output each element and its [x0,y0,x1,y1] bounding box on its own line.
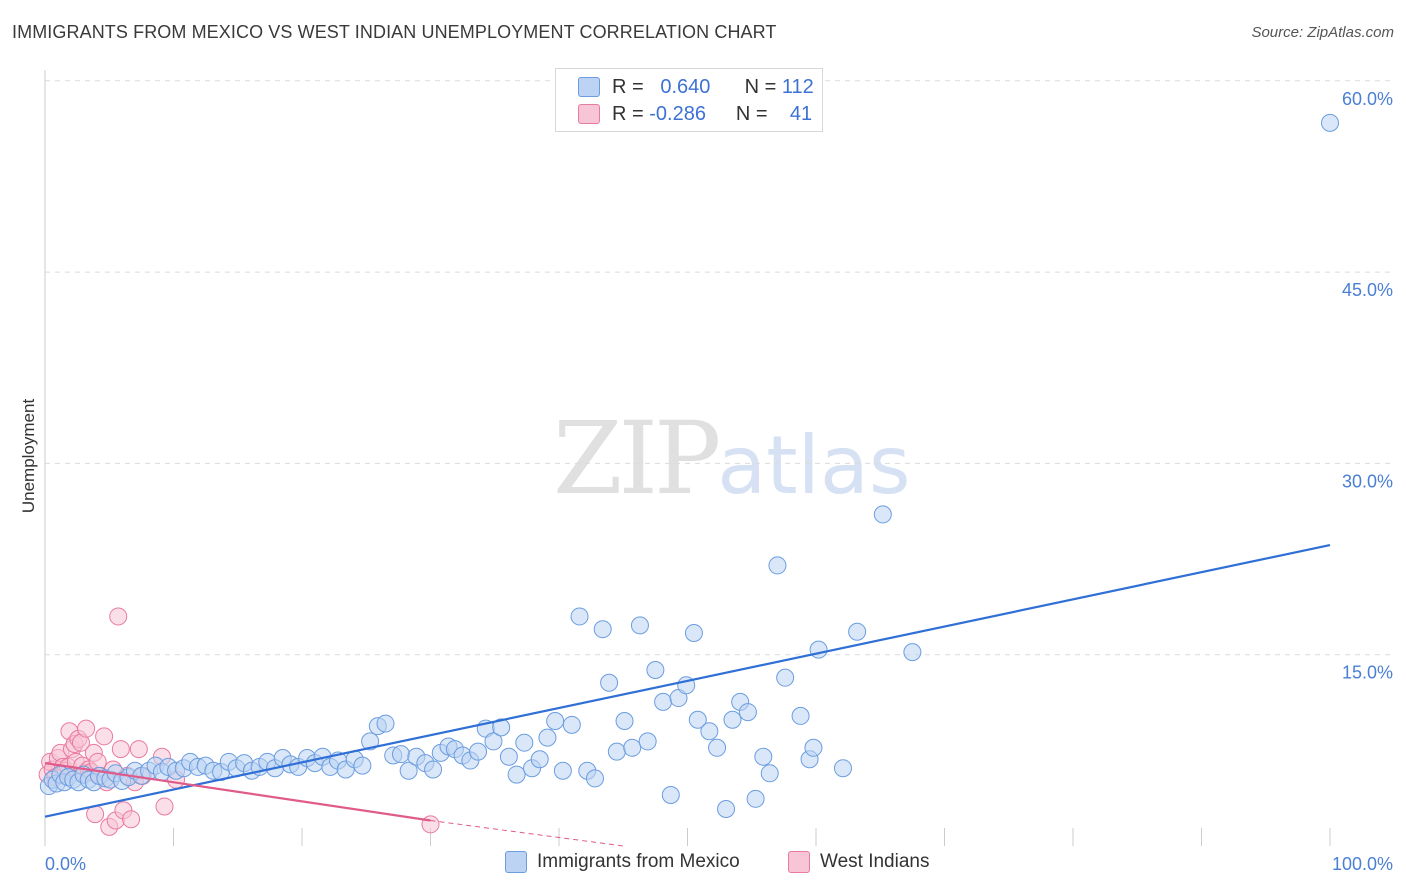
watermark-zip: ZIP [553,400,721,517]
y-tick-label: 30.0% [1342,471,1393,491]
data-point-mexico [700,722,719,741]
data-point-mexico [623,738,642,757]
data-point-mexico [833,759,852,778]
legend-r-label: R = [612,102,644,125]
x-tick-label: 0.0% [45,854,86,874]
chart-source: Source: ZipAtlas.com [1251,24,1394,41]
data-point-mexico [848,622,867,641]
data-point-west-indians [122,810,141,829]
legend-r-value: 0.640 [660,75,711,98]
legend-row-mexico: R = 0.640 N = 112 [578,74,814,100]
data-point-west-indians [95,727,114,746]
bottom-legend-mexico: Immigrants from Mexico [505,851,740,873]
chart-title: IMMIGRANTS FROM MEXICO VS WEST INDIAN UN… [12,22,777,42]
data-point-mexico [538,728,557,747]
data-point-mexico [688,710,707,729]
data-point-mexico [804,738,823,757]
data-point-mexico [585,769,604,788]
bottom-swatch-mexico [505,851,527,873]
data-point-mexico [492,718,511,737]
data-point-mexico [776,668,795,687]
data-point-mexico [661,785,680,804]
legend-r-value: -0.286 [649,102,706,125]
bottom-label-mexico: Immigrants from Mexico [537,851,740,872]
data-point-mexico [723,710,742,729]
data-point-mexico [484,732,503,751]
data-point-mexico [630,616,649,635]
legend-n-label: N = [744,75,777,98]
legend-row-west-indians: R = -0.286 N = 41 [578,101,812,127]
data-point-mexico [760,764,779,783]
legend-swatch-mexico [578,77,600,97]
watermark-atlas: atlas [717,419,911,512]
data-point-mexico [376,714,395,733]
data-point-mexico [600,673,619,692]
data-point-mexico [654,692,673,711]
data-point-mexico [546,712,565,731]
correlation-legend: R = 0.640 N = 112 R = -0.286 N = 41 [555,68,823,132]
y-axis-label: Unemployment [19,399,38,514]
data-point-west-indians [421,815,440,834]
data-point-mexico [746,789,765,808]
data-point-mexico [593,620,612,639]
trendline-mexico [44,543,1331,818]
data-point-mexico [717,800,736,819]
data-point-mexico [424,760,443,779]
data-point-west-indians [111,740,130,759]
data-point-mexico [768,556,787,575]
data-point-mexico [646,661,665,680]
legend-n-label: N = [735,102,768,125]
data-point-mexico [353,756,372,775]
data-point-west-indians [155,797,174,816]
bottom-legend-west-indians: West Indians [788,851,929,873]
data-point-mexico [873,505,892,524]
data-point-mexico [607,742,626,761]
data-point-mexico [469,742,488,761]
data-point-mexico [1321,113,1339,132]
legend-n-value: 41 [789,102,813,125]
x-tick-label: 100.0% [1332,854,1393,874]
data-point-mexico [515,733,534,752]
data-point-mexico [570,607,589,626]
data-point-west-indians [109,607,128,626]
data-point-mexico [809,640,828,659]
data-point-mexico [562,715,581,734]
data-point-mexico [499,747,518,766]
legend-r-label: R = [612,75,644,98]
data-point-mexico [361,732,380,751]
legend-n-value: 112 [781,75,814,98]
data-point-mexico [399,761,418,780]
trendline-west-indians-extension [430,819,624,847]
data-point-west-indians [129,740,148,759]
data-point-mexico [738,703,757,722]
data-point-mexico [553,761,572,780]
y-tick-label: 60.0% [1342,89,1393,109]
data-point-mexico [903,643,922,662]
trendline-west-indians [44,762,431,822]
data-point-mexico [638,732,657,751]
data-point-mexico [684,624,703,643]
data-point-west-indians [77,719,96,738]
bottom-label-west-indians: West Indians [820,851,930,872]
data-point-mexico [754,747,773,766]
data-point-mexico [507,765,526,784]
data-point-mexico [708,738,727,757]
y-tick-label: 45.0% [1342,280,1393,300]
y-tick-label: 15.0% [1342,663,1393,683]
watermark: ZIPatlas [553,400,911,517]
data-point-mexico [391,745,410,764]
data-point-mexico [791,706,810,725]
legend-swatch-west-indians [578,104,600,124]
data-point-mexico [530,750,549,769]
data-point-mexico [615,712,634,731]
bottom-swatch-west-indians [788,851,810,873]
